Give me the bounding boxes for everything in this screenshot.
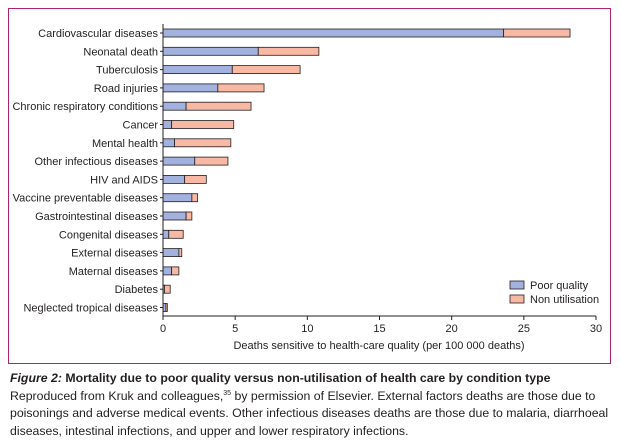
bar-non-utilisation-3 [217, 83, 265, 93]
category-label-8: HIV and AIDS [90, 174, 158, 186]
bar-non-utilisation-13 [171, 266, 180, 276]
bar-poor-quality-6 [162, 138, 175, 148]
figure-label: Figure 2: [10, 371, 62, 385]
bar-poor-quality-8 [162, 174, 186, 184]
figure-title: Mortality due to poor quality versus non… [65, 371, 551, 385]
category-label-2: Tuberculosis [96, 65, 158, 77]
bar-non-utilisation-11 [168, 229, 184, 239]
bar-non-utilisation-7 [194, 156, 229, 166]
caption-reference: 35 [223, 389, 232, 397]
x-tick-label-1: 5 [232, 323, 238, 335]
category-label-6: Mental health [92, 138, 158, 150]
category-labels: Cardiovascular diseases Neonatal death Tub… [12, 28, 163, 315]
bar-non-utilisation-15 [165, 303, 168, 312]
bar-non-utilisation-9 [191, 193, 199, 203]
x-tick-label-2: 10 [301, 323, 313, 335]
figure-caption: Figure 2: Mortality due to poor quality … [10, 370, 610, 440]
bar-non-utilisation-12 [178, 248, 183, 258]
bar-poor-quality-5 [162, 120, 173, 129]
legend-label-1: Non utilisation [530, 294, 599, 306]
bar-non-utilisation-4 [185, 101, 252, 111]
bar-poor-quality-11 [162, 229, 170, 239]
category-label-14: Diabetes [115, 284, 159, 296]
bar-poor-quality-12 [162, 248, 180, 258]
x-tick-label-6: 30 [590, 323, 602, 335]
bar-non-utilisation-0 [503, 28, 571, 38]
bar-non-utilisation-8 [184, 174, 207, 184]
stacked-bar-chart: Cardiovascular diseases Neonatal death Tub… [12, 24, 602, 352]
bar-non-utilisation-5 [171, 120, 235, 129]
legend-swatch-0 [509, 280, 525, 290]
category-label-9: Vaccine preventable diseases [13, 193, 159, 205]
chart-frame [8, 8, 611, 364]
bar-poor-quality-1 [162, 46, 259, 56]
category-label-5: Cancer [123, 120, 159, 132]
bar-poor-quality-0 [162, 28, 505, 38]
caption-body: Reproduced from Kruk and colleagues,35 b… [10, 388, 610, 441]
category-label-0: Cardiovascular diseases [38, 28, 158, 40]
category-label-10: Gastrointestinal diseases [35, 211, 158, 223]
bar-poor-quality-10 [162, 211, 187, 221]
bar-non-utilisation-2 [231, 65, 301, 74]
bar-poor-quality-13 [162, 266, 173, 276]
bar-poor-quality-3 [162, 83, 219, 93]
bar-non-utilisation-10 [185, 211, 193, 221]
legend-label-0: Poor quality [530, 280, 589, 292]
bars-group [162, 28, 571, 312]
legend-swatch-1 [509, 294, 525, 304]
x-tick-label-5: 25 [518, 323, 530, 335]
bar-poor-quality-4 [162, 101, 187, 111]
x-axis-title: Deaths sensitive to health-care quality … [233, 340, 524, 352]
category-label-7: Other infectious diseases [34, 156, 158, 168]
bar-poor-quality-7 [162, 156, 196, 166]
x-tick-label-3: 15 [373, 323, 385, 335]
caption-heading: Figure 2: Mortality due to poor quality … [10, 370, 610, 388]
category-label-13: Maternal diseases [69, 266, 159, 278]
category-label-1: Neonatal death [83, 46, 158, 58]
caption-text-before-ref: Reproduced from Kruk and colleagues, [10, 388, 224, 403]
category-label-3: Road injuries [94, 83, 159, 95]
category-label-12: External diseases [71, 248, 158, 260]
x-tick-label-4: 20 [446, 323, 458, 335]
bar-non-utilisation-1 [257, 46, 320, 56]
category-label-15: Neglected tropical diseases [23, 303, 158, 315]
bar-poor-quality-2 [162, 65, 233, 74]
bar-poor-quality-9 [162, 193, 193, 203]
category-label-4: Chronic respiratory conditions [12, 101, 158, 113]
bar-non-utilisation-14 [164, 284, 171, 294]
legend: Poor quality Non utilisation [509, 280, 599, 306]
caption-text-after-ref: by permission of Elsevier. External fact… [10, 388, 609, 438]
x-axis-ticks: 0 5 10 15 20 25 30 [160, 316, 602, 335]
x-tick-label-0: 0 [160, 323, 166, 335]
category-label-11: Congenital diseases [59, 229, 159, 241]
bar-non-utilisation-6 [174, 138, 232, 148]
